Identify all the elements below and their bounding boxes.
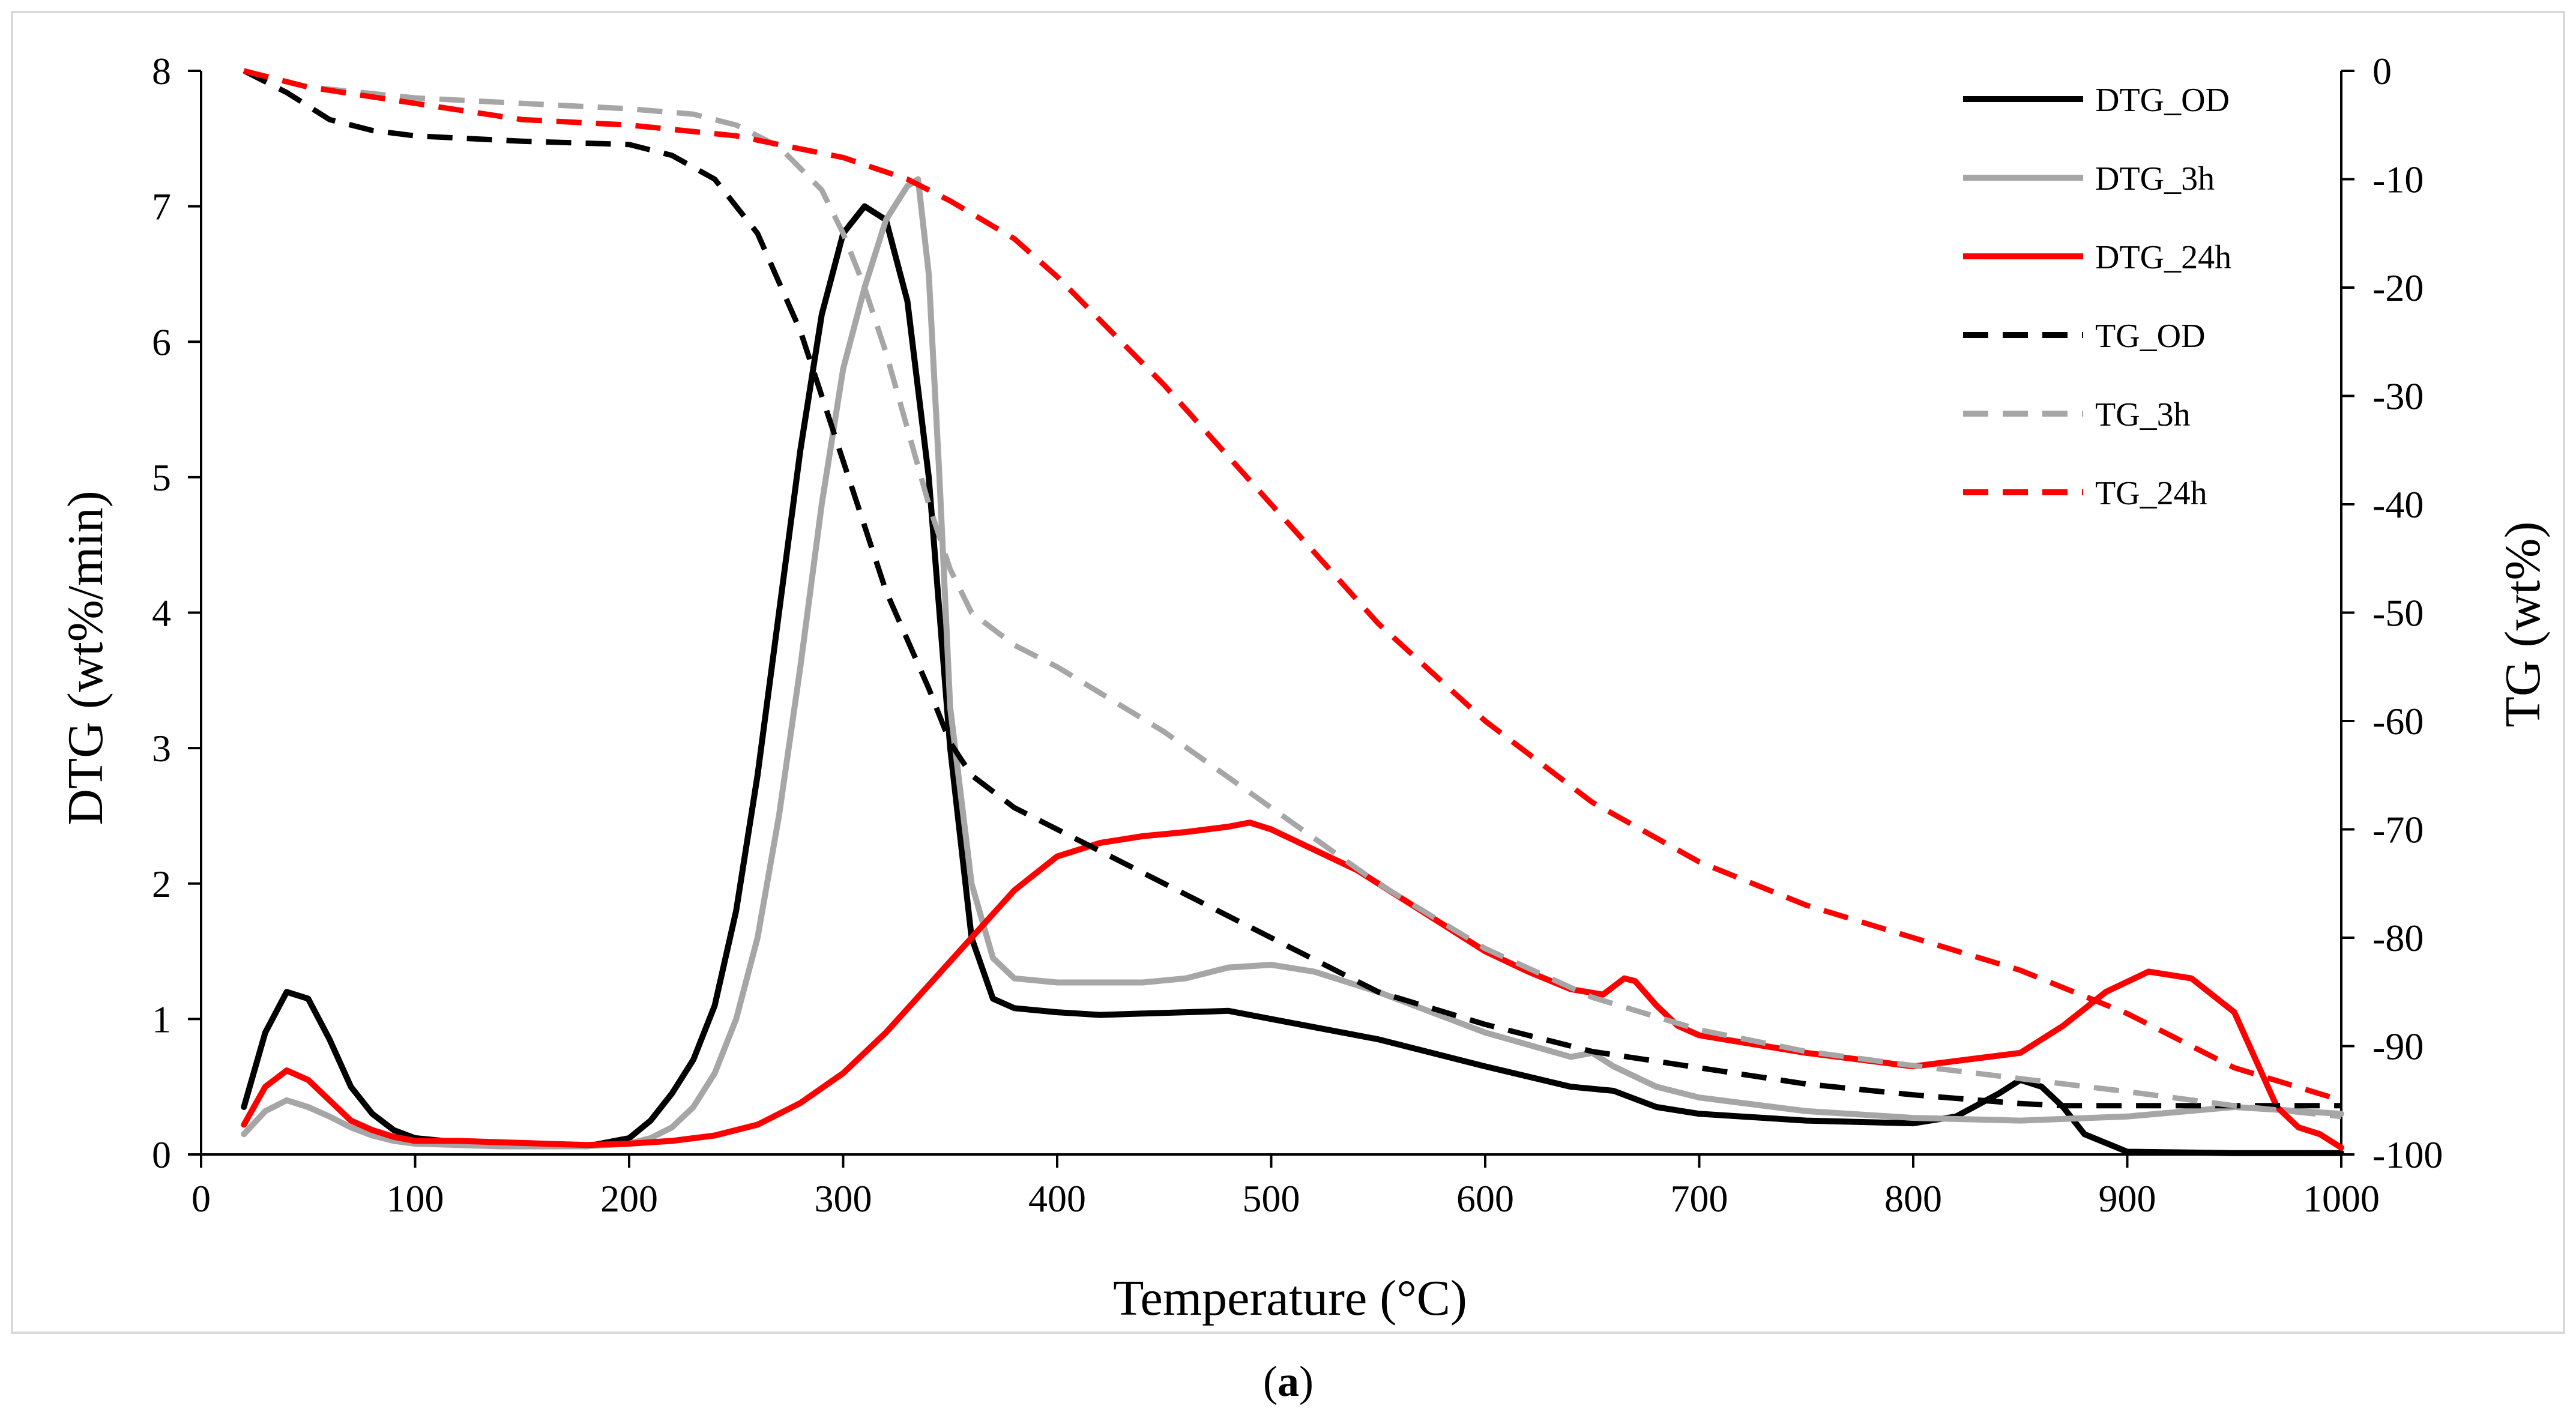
- y2-tick-label: 0: [2372, 50, 2392, 92]
- y-tick-label: 2: [152, 863, 171, 905]
- y-tick-label: 8: [152, 50, 171, 92]
- y2-tick-label: -100: [2372, 1133, 2443, 1176]
- x-tick-label: 400: [1028, 1177, 1086, 1220]
- y-axis-label-left: DTG (wt%/min): [58, 490, 113, 825]
- y-tick-label: 1: [152, 998, 171, 1040]
- y-tick-label: 4: [152, 592, 171, 635]
- y2-tick-label: -30: [2372, 375, 2424, 418]
- legend-label-tg-24h: TG_24h: [2095, 475, 2207, 512]
- legend-label-dtg-3h: DTG_3h: [2095, 160, 2215, 198]
- legend-label-dtg-od: DTG_OD: [2095, 82, 2230, 119]
- legend-label-dtg-24h: DTG_24h: [2095, 239, 2231, 276]
- series-line-tg-od: [243, 68, 2341, 1109]
- series-line-dtg-24h: [241, 819, 2344, 1151]
- x-tick-label: 200: [600, 1177, 658, 1220]
- y-tick-label: 3: [152, 727, 171, 770]
- y-left-tick-labels: 0 1 2 3 4 5 6 7 8: [152, 50, 201, 1176]
- y2-tick-label: -10: [2372, 158, 2424, 201]
- series-line-tg-3h: [243, 68, 2342, 1120]
- y2-tick-label: -40: [2372, 483, 2424, 526]
- legend: DTG_OD DTG_3h DTG_24h TG_OD TG_3h TG_24h: [1963, 82, 2231, 512]
- x-axis-label: Temperature (°C): [1113, 1270, 1467, 1326]
- legend-label-tg-3h: TG_3h: [2095, 396, 2191, 433]
- y-axis-label-right: TG (wt%): [2495, 522, 2551, 728]
- caption-letter: a: [1277, 1357, 1299, 1405]
- x-tick-label: 600: [1456, 1177, 1514, 1220]
- x-tick-label: 0: [192, 1177, 211, 1220]
- series-layer: [241, 68, 2344, 1156]
- y2-tick-label: -60: [2372, 700, 2424, 743]
- y-tick-label: 0: [152, 1133, 171, 1176]
- x-tick-label: 700: [1671, 1177, 1728, 1220]
- x-tick-label: 900: [2099, 1177, 2156, 1220]
- y2-tick-label: -50: [2372, 592, 2424, 635]
- legend-label-tg-od: TG_OD: [2095, 318, 2206, 355]
- x-tick-label: 100: [387, 1177, 444, 1220]
- series-line-tg-24h: [243, 68, 2342, 1103]
- y-tick-label: 6: [152, 321, 171, 363]
- caption-open-paren: (: [1263, 1357, 1277, 1405]
- y2-tick-label: -90: [2372, 1025, 2424, 1068]
- x-tick-label: 300: [815, 1177, 872, 1220]
- y-right-tick-labels: 0 -10 -20 -30 -40 -50 -60 -70 -80 -90 -100: [2341, 50, 2443, 1176]
- y2-tick-label: -20: [2372, 267, 2424, 309]
- caption-close-paren: ): [1299, 1357, 1314, 1405]
- y-tick-label: 5: [152, 456, 171, 499]
- y-tick-label: 7: [152, 186, 171, 228]
- x-tick-label: 1000: [2303, 1177, 2380, 1220]
- y2-tick-label: -70: [2372, 809, 2424, 851]
- x-tick-label: 500: [1243, 1177, 1300, 1220]
- x-tick-labels: 0 100 200 300 400 500 600 700 800 900 1000: [192, 1154, 2380, 1220]
- figure-caption: (a): [1263, 1357, 1314, 1405]
- x-tick-label: 800: [1884, 1177, 1942, 1220]
- y2-tick-label: -80: [2372, 917, 2424, 959]
